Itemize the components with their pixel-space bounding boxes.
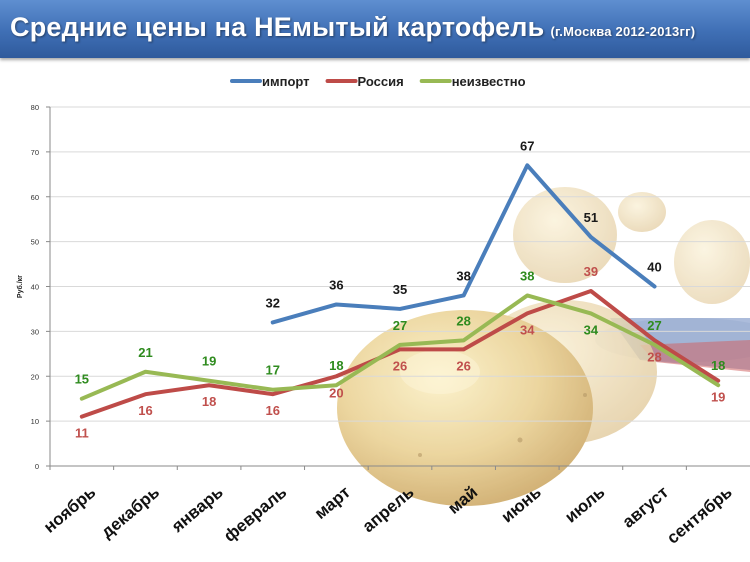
data-label: 34 [584,322,599,337]
data-label: 11 [75,426,89,441]
data-point [589,235,593,239]
data-point [653,338,657,342]
chart-gridlines [50,106,750,422]
data-label: 16 [138,403,152,418]
x-tick-label: январь [167,483,226,537]
y-tick-label: 60 [31,193,39,202]
legend-label: импорт [262,74,310,89]
data-point [462,347,466,351]
data-point [398,343,402,347]
data-label: 40 [647,260,661,275]
data-point [334,302,338,306]
data-label: 36 [329,277,343,292]
y-tick-label: 70 [31,148,39,157]
x-tick-label: декабрь [98,483,163,542]
data-point [207,383,211,387]
data-label: 18 [711,358,725,373]
y-tick-label: 10 [31,417,39,426]
data-label: 39 [584,264,598,279]
data-point [462,338,466,342]
data-label: 28 [456,313,470,328]
data-label: 27 [393,318,407,333]
chart-title: Средние цены на НЕмытый картофель (г.Моск… [10,12,695,43]
data-point [398,307,402,311]
y-tick-label: 30 [31,327,39,336]
data-label: 21 [138,345,152,360]
data-label: 51 [584,210,598,225]
x-tick-label: июль [561,483,608,527]
data-label: 18 [329,358,343,373]
x-tick-label: февраль [220,483,290,546]
data-label: 19 [202,354,216,369]
data-label: 19 [711,390,725,405]
x-tick-label: март [311,483,354,523]
x-tick-label: апрель [359,483,418,537]
data-label: 18 [202,394,216,409]
chart-legend: импорт Россия неизвестно [230,74,526,89]
data-point [653,343,657,347]
x-tick-label: ноябрь [40,483,99,537]
data-label: 34 [520,322,535,337]
data-label: 15 [75,372,89,387]
data-point [143,370,147,374]
potato-background-image [337,187,750,506]
data-point [334,374,338,378]
data-label: 27 [647,318,661,333]
data-point [271,320,275,324]
y-tick-label: 20 [31,372,39,381]
chart-data-labels: 32 36 35 38 67 51 40 11 16 18 16 20 26 26 34 39 28 19 15 21… [75,138,726,440]
legend-label: Россия [358,74,404,89]
data-point [716,383,720,387]
data-label: 16 [265,403,279,418]
data-point [207,379,211,383]
data-point [80,415,84,419]
x-tick-label: август [619,483,672,532]
data-label: 38 [456,268,470,283]
y-axis-title: Руб./кг [16,275,24,298]
data-label: 26 [456,358,470,373]
y-tick-label: 0 [35,462,39,471]
title-main: Средние цены на НЕмытый картофель [10,12,545,42]
data-point [271,388,275,392]
data-point [589,289,593,293]
chart-series-lines [79,163,721,419]
data-label: 28 [647,349,661,364]
data-point [271,392,275,396]
data-point [143,392,147,396]
y-tick-label: 40 [31,283,39,292]
chart-subtitle: (г.Москва 2012-2013гг) [550,24,696,39]
data-label: 32 [265,295,279,310]
data-point [525,293,529,297]
data-label: 26 [393,358,407,373]
data-label: 35 [393,282,407,297]
y-tick-label: 80 [31,103,39,112]
data-point [462,293,466,297]
data-label: 67 [520,138,534,153]
data-label: 20 [329,385,343,400]
data-label: 38 [520,268,534,283]
title-bar: Средние цены на НЕмытый картофель (г.Моск… [0,0,750,58]
data-point [589,311,593,315]
series-line-импорт [270,163,657,325]
data-point [525,311,529,315]
data-point [334,383,338,387]
x-tick-label: сентябрь [663,483,736,548]
data-point [653,285,657,288]
data-point [525,163,529,167]
data-point [716,379,720,383]
data-point [398,347,402,351]
data-label: 17 [265,363,279,378]
y-tick-label: 50 [31,238,39,247]
data-point [80,397,84,401]
legend-label: неизвестно [452,74,526,89]
